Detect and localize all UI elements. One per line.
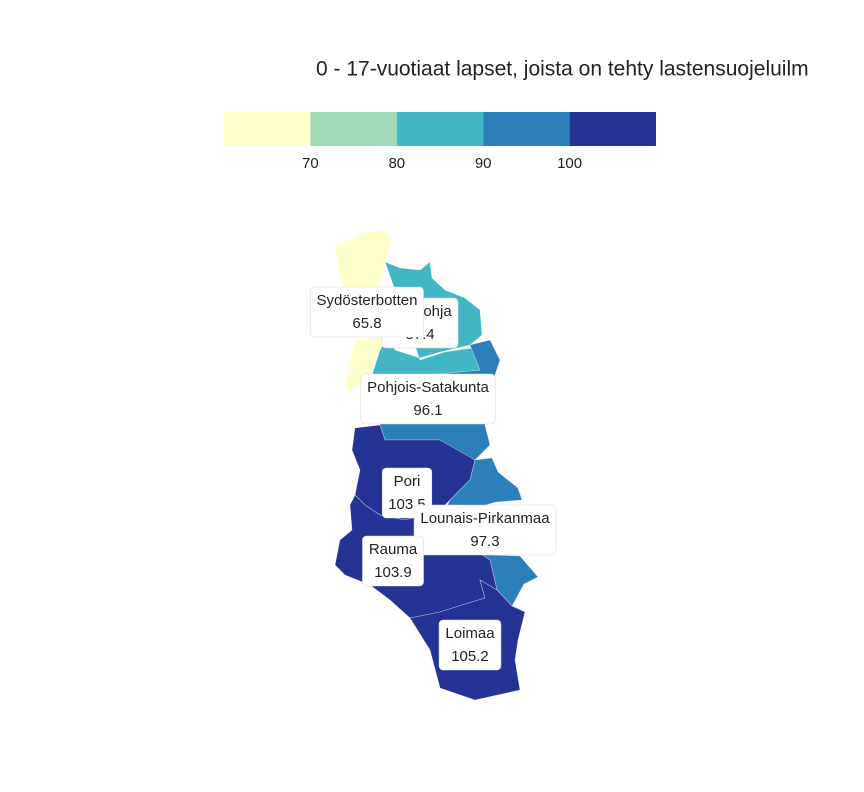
region-label: Loimaa 105.2 (438, 619, 502, 671)
region-value: 97.3 (470, 533, 499, 550)
legend-swatch (310, 112, 397, 146)
region-name: Sydösterbotten (317, 292, 418, 309)
region-name: Pohjois-Satakunta (367, 379, 489, 396)
region-label: Lounais-Pirkanmaa 97.3 (413, 504, 557, 556)
region-value: 96.1 (413, 402, 442, 419)
legend-swatch (483, 112, 570, 146)
region-name: Pori (394, 473, 421, 490)
label-box (360, 373, 496, 425)
region-label: Rauma 103.9 (362, 535, 424, 587)
region-value: 105.2 (451, 648, 489, 665)
region-shape (334, 229, 393, 301)
label-box (413, 504, 557, 556)
label-box (438, 619, 502, 671)
region-name: Rauma (369, 541, 418, 558)
legend-swatch (396, 112, 484, 146)
region-label: Sydösterbotten 65.8 (310, 286, 424, 338)
legend-tick-label: 90 (475, 155, 492, 172)
region-value: 65.8 (352, 315, 381, 332)
label-box (310, 286, 424, 338)
legend: 70 80 90 100 (224, 112, 656, 172)
region-name: Loimaa (445, 625, 495, 642)
legend-swatch (224, 112, 311, 146)
legend-tick-label: 100 (557, 155, 582, 172)
label-box (362, 535, 424, 587)
legend-tick-label: 70 (302, 155, 319, 172)
region-label: Pohjois-Satakunta 96.1 (360, 373, 496, 425)
legend-swatch (569, 112, 656, 146)
region-labels: Suupohja87.4Sydösterbotten65.8Pohjois-Sa… (310, 286, 557, 671)
region-value: 103.9 (374, 564, 412, 581)
legend-tick-label: 80 (388, 155, 405, 172)
map-title: 0 - 17-vuotiaat lapset, joista on tehty … (316, 58, 809, 81)
region-name: Lounais-Pirkanmaa (420, 510, 550, 527)
